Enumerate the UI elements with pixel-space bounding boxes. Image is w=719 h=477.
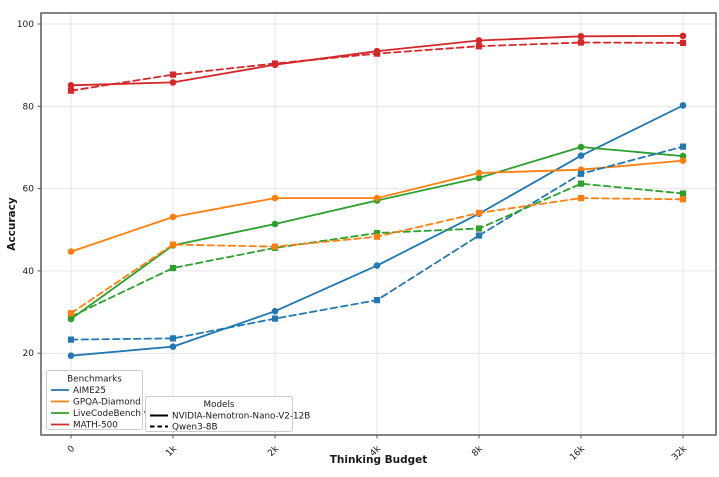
data-point-marker [475,37,483,44]
legend-item-label: GPQA-Diamond [73,398,141,408]
data-point-marker [679,32,687,40]
data-point-marker [67,82,75,89]
data-point-marker [577,180,585,187]
legend-item-label: Qwen3-8B [172,423,218,433]
legend-item-label: LiveCodeBench v5 [73,409,155,419]
data-point-marker [67,336,75,343]
data-point-marker [67,352,75,359]
x-tick-label: 2k [266,444,281,459]
y-tick-label: 40 [23,267,35,277]
plot-border [40,12,717,436]
data-point-marker [67,310,75,317]
data-point-marker [475,209,483,216]
data-point-marker [577,170,585,177]
data-point-marker [679,157,687,164]
data-point-marker [679,190,687,197]
legend-benchmarks-title: Benchmarks [67,375,122,385]
x-tick-label: 16k [568,443,587,462]
legend-box [145,396,293,432]
data-point-marker [67,87,75,94]
data-point-marker [373,233,381,240]
data-point-marker [373,297,381,304]
x-axis-label: Thinking Budget [330,454,428,466]
data-point-marker [169,335,177,342]
y-axis-label: Accuracy [6,197,18,251]
data-point-marker [271,315,279,322]
x-tick-label: 0 [66,444,77,455]
data-point-marker [577,152,585,159]
data-point-marker [475,225,483,232]
data-point-marker [475,43,483,50]
data-point-marker [475,232,483,239]
y-tick-label: 100 [17,20,34,30]
series-gpqa-diamond-qwen3-8b [67,194,687,317]
series-aime25-nvidia-nemotron-nano-v2-12b [67,102,687,359]
data-point-marker [577,143,585,151]
data-point-marker [67,248,75,255]
data-point-marker [169,79,177,86]
y-axis: 20 40 60 80 100 [17,20,41,359]
legend-models-title: Models [204,400,235,410]
series-aime25-qwen3-8b [67,143,687,343]
data-point-marker [577,33,585,40]
data-point-marker [271,194,279,202]
data-point-marker [271,60,279,67]
data-point-marker [373,262,381,269]
y-tick-label: 60 [23,185,35,195]
series-math-500-qwen3-8b [67,39,687,94]
gridlines [41,13,716,435]
data-point-marker [169,71,177,78]
data-point-marker [169,241,177,248]
data-point-marker [271,307,279,315]
legend-item-label: AIME25 [73,386,106,396]
data-point-marker [679,102,687,109]
data-point-marker [577,194,585,202]
legend-item-label: NVIDIA-Nemotron-Nano-V2-12B [172,412,310,422]
x-tick-label: 8k [470,444,485,459]
data-point-marker [679,143,687,150]
y-tick-label: 80 [23,102,35,112]
x-tick-label: 1k [164,444,179,459]
data-point-marker [475,169,483,177]
data-point-marker [475,174,483,182]
data-point-marker [577,39,585,46]
series-gpqa-diamond-nvidia-nemotron-nano-v2-12b [67,157,687,255]
x-tick-label: 32k [670,443,689,462]
data-point-marker [373,50,381,57]
legend-box [46,370,143,430]
data-point-marker [679,39,687,47]
legend-item-label: MATH-500 [73,421,118,431]
data-point-marker [373,194,381,202]
y-tick-label: 20 [23,349,35,359]
data-point-marker [373,229,381,237]
data-point-marker [67,313,75,320]
data-point-marker [169,213,177,221]
data-point-marker [679,152,687,160]
data-point-marker [169,343,177,350]
legend-models: Models NVIDIA-Nemotron-Nano-V2-12BQwen3-8… [145,396,310,433]
data-point-marker [169,264,177,272]
data-point-marker [271,243,279,250]
data-point-marker [271,220,279,228]
data-point-marker [679,196,687,203]
